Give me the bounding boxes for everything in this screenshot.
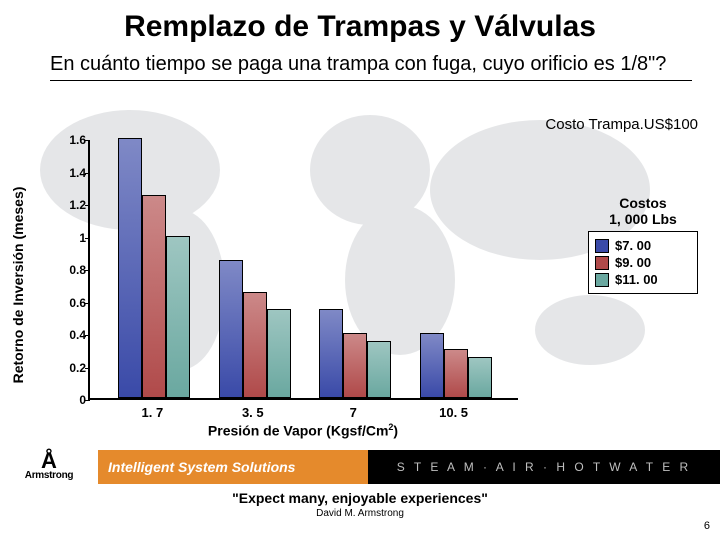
footer-tagline: Intelligent System Solutions <box>98 450 368 484</box>
subtitle-block: En cuánto tiempo se paga una trampa con … <box>50 52 692 81</box>
legend: Costos 1, 000 Lbs $7. 00 $9. 00 $11. 00 <box>588 195 698 294</box>
bar <box>243 292 267 398</box>
logo-mark-icon: Å <box>41 453 57 468</box>
y-tick-label: 0 <box>50 393 86 407</box>
cost-note: Costo Trampa.US$100 <box>545 116 698 133</box>
bar <box>367 341 391 398</box>
legend-swatch-icon <box>595 273 609 287</box>
legend-box: $7. 00 $9. 00 $11. 00 <box>588 231 698 294</box>
x-tick-label: 1. 7 <box>107 405 197 420</box>
y-tick-label: 1 <box>50 231 86 245</box>
y-tick-label: 0.4 <box>50 328 86 342</box>
legend-title: Costos 1, 000 Lbs <box>588 195 698 227</box>
x-tick-label: 10. 5 <box>409 405 499 420</box>
brand-logo: Å Armstrong <box>0 450 98 484</box>
legend-swatch-icon <box>595 239 609 253</box>
bar <box>319 309 343 398</box>
y-tick-label: 1.4 <box>50 166 86 180</box>
y-tick-label: 1.2 <box>50 198 86 212</box>
legend-item: $9. 00 <box>595 255 691 270</box>
legend-item: $7. 00 <box>595 238 691 253</box>
y-tick-label: 1.6 <box>50 133 86 147</box>
subtitle-text: En cuánto tiempo se paga una trampa con … <box>50 52 692 77</box>
bar-chart: Retorno de Inversión (meses) 00.20.40.60… <box>38 140 558 430</box>
bar <box>420 333 444 398</box>
bar <box>219 260 243 398</box>
bar <box>343 333 367 398</box>
bar <box>142 195 166 398</box>
bar <box>468 357 492 398</box>
legend-label: $11. 00 <box>615 272 658 287</box>
page-number: 6 <box>704 520 710 532</box>
x-tick-label: 7 <box>308 405 398 420</box>
footer-quote: "Expect many, enjoyable experiences" Dav… <box>0 490 720 519</box>
bar <box>166 236 190 399</box>
slide-title: Remplazo de Trampas y Válvulas <box>0 0 720 44</box>
footer-bar: Å Armstrong Intelligent System Solutions… <box>0 450 720 484</box>
y-axis-label: Retorno de Inversión (meses) <box>10 160 26 410</box>
bar <box>444 349 468 398</box>
legend-label: $7. 00 <box>615 238 651 253</box>
footer-products: S T E A M · A I R · H O T W A T E R <box>368 450 720 484</box>
x-tick-label: 3. 5 <box>208 405 298 420</box>
y-tick-label: 0.8 <box>50 263 86 277</box>
plot-area: 00.20.40.60.811.21.41.6 <box>88 140 518 400</box>
bar <box>267 309 291 398</box>
legend-item: $11. 00 <box>595 272 691 287</box>
x-axis-label: Presión de Vapor (Kgsf/Cm2) <box>88 422 518 439</box>
y-tick-label: 0.6 <box>50 296 86 310</box>
bar <box>118 138 142 398</box>
legend-label: $9. 00 <box>615 255 651 270</box>
legend-swatch-icon <box>595 256 609 270</box>
y-tick-label: 0.2 <box>50 361 86 375</box>
